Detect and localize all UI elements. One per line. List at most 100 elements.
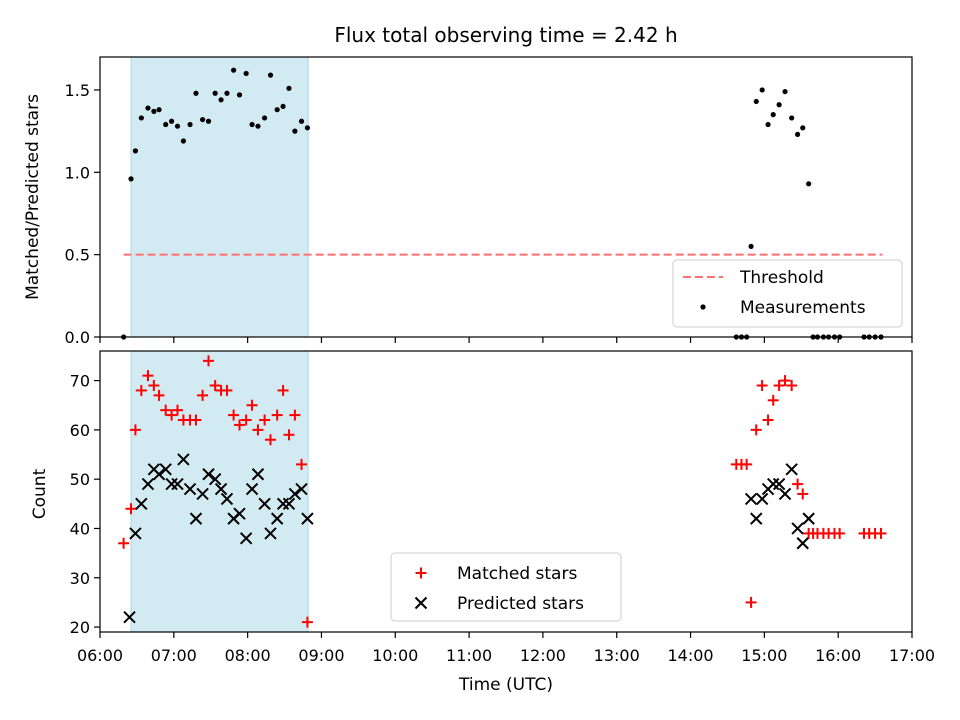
matched-star-point — [750, 424, 762, 436]
predicted-star-point — [750, 512, 763, 525]
matched-star-point — [301, 616, 313, 628]
count-axis-label: Count — [30, 468, 50, 519]
matched-star-point — [118, 537, 130, 549]
predicted-star-point — [264, 527, 277, 540]
matched-star-point — [228, 409, 240, 421]
predicted-star-point — [177, 453, 190, 466]
x-tick-label: 08:00 — [225, 646, 271, 665]
measurement-point — [806, 181, 812, 187]
predicted-star-point — [141, 477, 155, 491]
measurement-point — [156, 107, 162, 113]
predicted-star-point — [258, 497, 271, 511]
predicted-star-point — [276, 497, 290, 511]
predicted-star-point — [251, 468, 265, 481]
count-panel-frame — [99, 350, 913, 633]
measurement-point — [274, 107, 280, 113]
measurement-point — [267, 72, 274, 78]
measurement-point — [292, 128, 298, 134]
matched-star-point — [197, 389, 209, 401]
ratio-ytick-label: 1.5 — [65, 81, 90, 100]
predicted-star-point — [208, 472, 222, 486]
ratio-panel-frame — [99, 56, 913, 338]
measurement-point — [169, 118, 175, 124]
ratio-ytick-label: 0.5 — [65, 246, 90, 265]
predicted-star-point — [220, 492, 234, 506]
matched-star-point — [296, 458, 308, 470]
x-tick-label: 12:00 — [520, 646, 566, 665]
matched-star-point — [756, 380, 768, 392]
matched-star-point — [252, 424, 264, 436]
measurement-point — [174, 123, 181, 129]
predicted-star-point — [802, 512, 815, 525]
measurement-point — [193, 90, 199, 96]
predicted-star-point — [233, 507, 246, 520]
measurement-point — [800, 125, 806, 131]
measurement-point — [218, 97, 224, 103]
count-ytick-label: 50 — [70, 470, 90, 489]
count-ytick-label: 60 — [70, 421, 90, 440]
matched-star-point — [779, 375, 791, 387]
measurement-point — [145, 105, 151, 111]
ratio-axis-label: Matched/Predicted stars — [23, 94, 43, 300]
matched-star-point — [190, 414, 202, 426]
x-tick-label: 11:00 — [446, 646, 492, 665]
measurement-point — [212, 90, 218, 96]
legend-measurements-swatch — [700, 304, 706, 310]
x-tick-label: 13:00 — [594, 646, 640, 665]
predicted-star-point — [744, 492, 758, 506]
measurement-point — [770, 112, 776, 118]
x-tick-label: 10:00 — [372, 646, 418, 665]
measurement-point — [776, 102, 782, 108]
legend-threshold-label: Threshold — [739, 268, 824, 288]
measurement-point — [280, 103, 286, 110]
measurement-point — [249, 121, 255, 128]
matched-star-point — [289, 409, 301, 421]
measurement-point — [262, 115, 268, 121]
x-tick-label: 16:00 — [815, 646, 861, 665]
predicted-star-point — [171, 477, 184, 491]
ratio-ytick-label: 1.0 — [65, 163, 90, 182]
matched-star-point — [797, 488, 809, 500]
measurement-point — [205, 118, 212, 124]
measurement-point — [255, 123, 261, 129]
matched-star-point — [745, 596, 757, 608]
ratio-observing-window — [130, 56, 309, 338]
predicted-star-point — [767, 477, 780, 491]
predicted-star-point — [202, 468, 215, 481]
predicted-star-point — [301, 512, 314, 525]
measurement-point — [753, 98, 759, 105]
predicted-star-point — [245, 482, 259, 496]
matched-star-point — [767, 394, 779, 406]
predicted-star-point — [772, 477, 786, 491]
predicted-star-point — [785, 463, 798, 476]
legend-measurements-label: Measurements — [740, 298, 866, 318]
predicted-star-point — [791, 522, 804, 535]
matched-star-point — [741, 458, 753, 470]
measurement-point — [180, 138, 187, 144]
x-tick-label: 07:00 — [151, 646, 197, 665]
measurement-point — [286, 85, 292, 91]
matched-star-point — [203, 355, 215, 367]
matched-star-point — [172, 404, 184, 416]
measurement-point — [138, 115, 144, 121]
legend-predicted-swatch — [414, 596, 428, 610]
measurement-point — [231, 67, 237, 73]
ratio-panel: 0.0 0.5 1.0 1.5 Matched/Predicted stars Thr… — [23, 56, 913, 347]
measurement-point — [298, 118, 305, 124]
measurement-point — [789, 115, 795, 121]
matched-star-point — [129, 424, 141, 436]
ratio-legend-box — [672, 259, 903, 328]
predicted-star-point — [135, 497, 148, 511]
legend-predicted-label: Predicted stars — [457, 594, 584, 614]
predicted-star-point — [159, 463, 172, 476]
matched-star-point — [234, 419, 246, 431]
matched-star-point — [283, 429, 295, 441]
count-legend-box — [390, 552, 622, 622]
matched-star-point — [246, 399, 258, 411]
predicted-star-point — [288, 487, 302, 501]
matched-star-point — [834, 527, 846, 539]
count-legend: Matched stars Predicted stars — [390, 552, 622, 622]
matched-star-point — [160, 404, 172, 416]
measurement-point — [759, 87, 765, 93]
